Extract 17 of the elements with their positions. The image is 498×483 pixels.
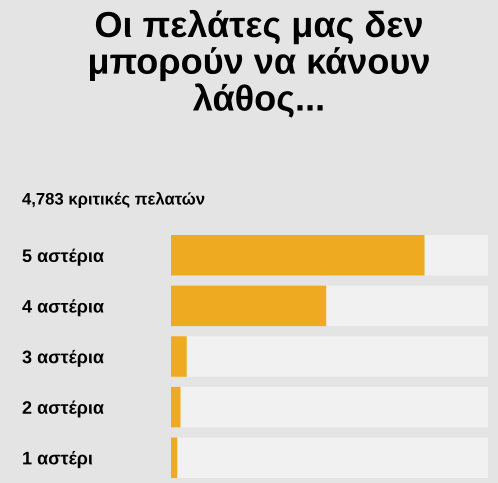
bar <box>171 437 178 478</box>
y-tick-label: 4 αστέρια <box>22 299 104 316</box>
bar <box>171 286 326 326</box>
y-tick-label: 5 αστέρια <box>22 248 104 266</box>
bar <box>424 235 488 276</box>
y-tick-label: 1 αστέρι <box>23 451 92 468</box>
bar <box>171 386 181 428</box>
chart-subtitle: 4,783 κριτικές πελατών <box>22 192 204 208</box>
bar <box>177 437 488 478</box>
chart-title: Οι πελάτες μας δεν μπορούν να κάνουν λάθος... <box>90 10 429 118</box>
bar <box>186 336 488 377</box>
y-tick-label: 3 αστέρια <box>22 350 104 367</box>
bar <box>180 386 488 428</box>
bar <box>326 286 488 326</box>
y-tick-label: 2 αστέρια <box>22 400 104 418</box>
bar <box>171 235 425 276</box>
bar <box>171 336 187 377</box>
